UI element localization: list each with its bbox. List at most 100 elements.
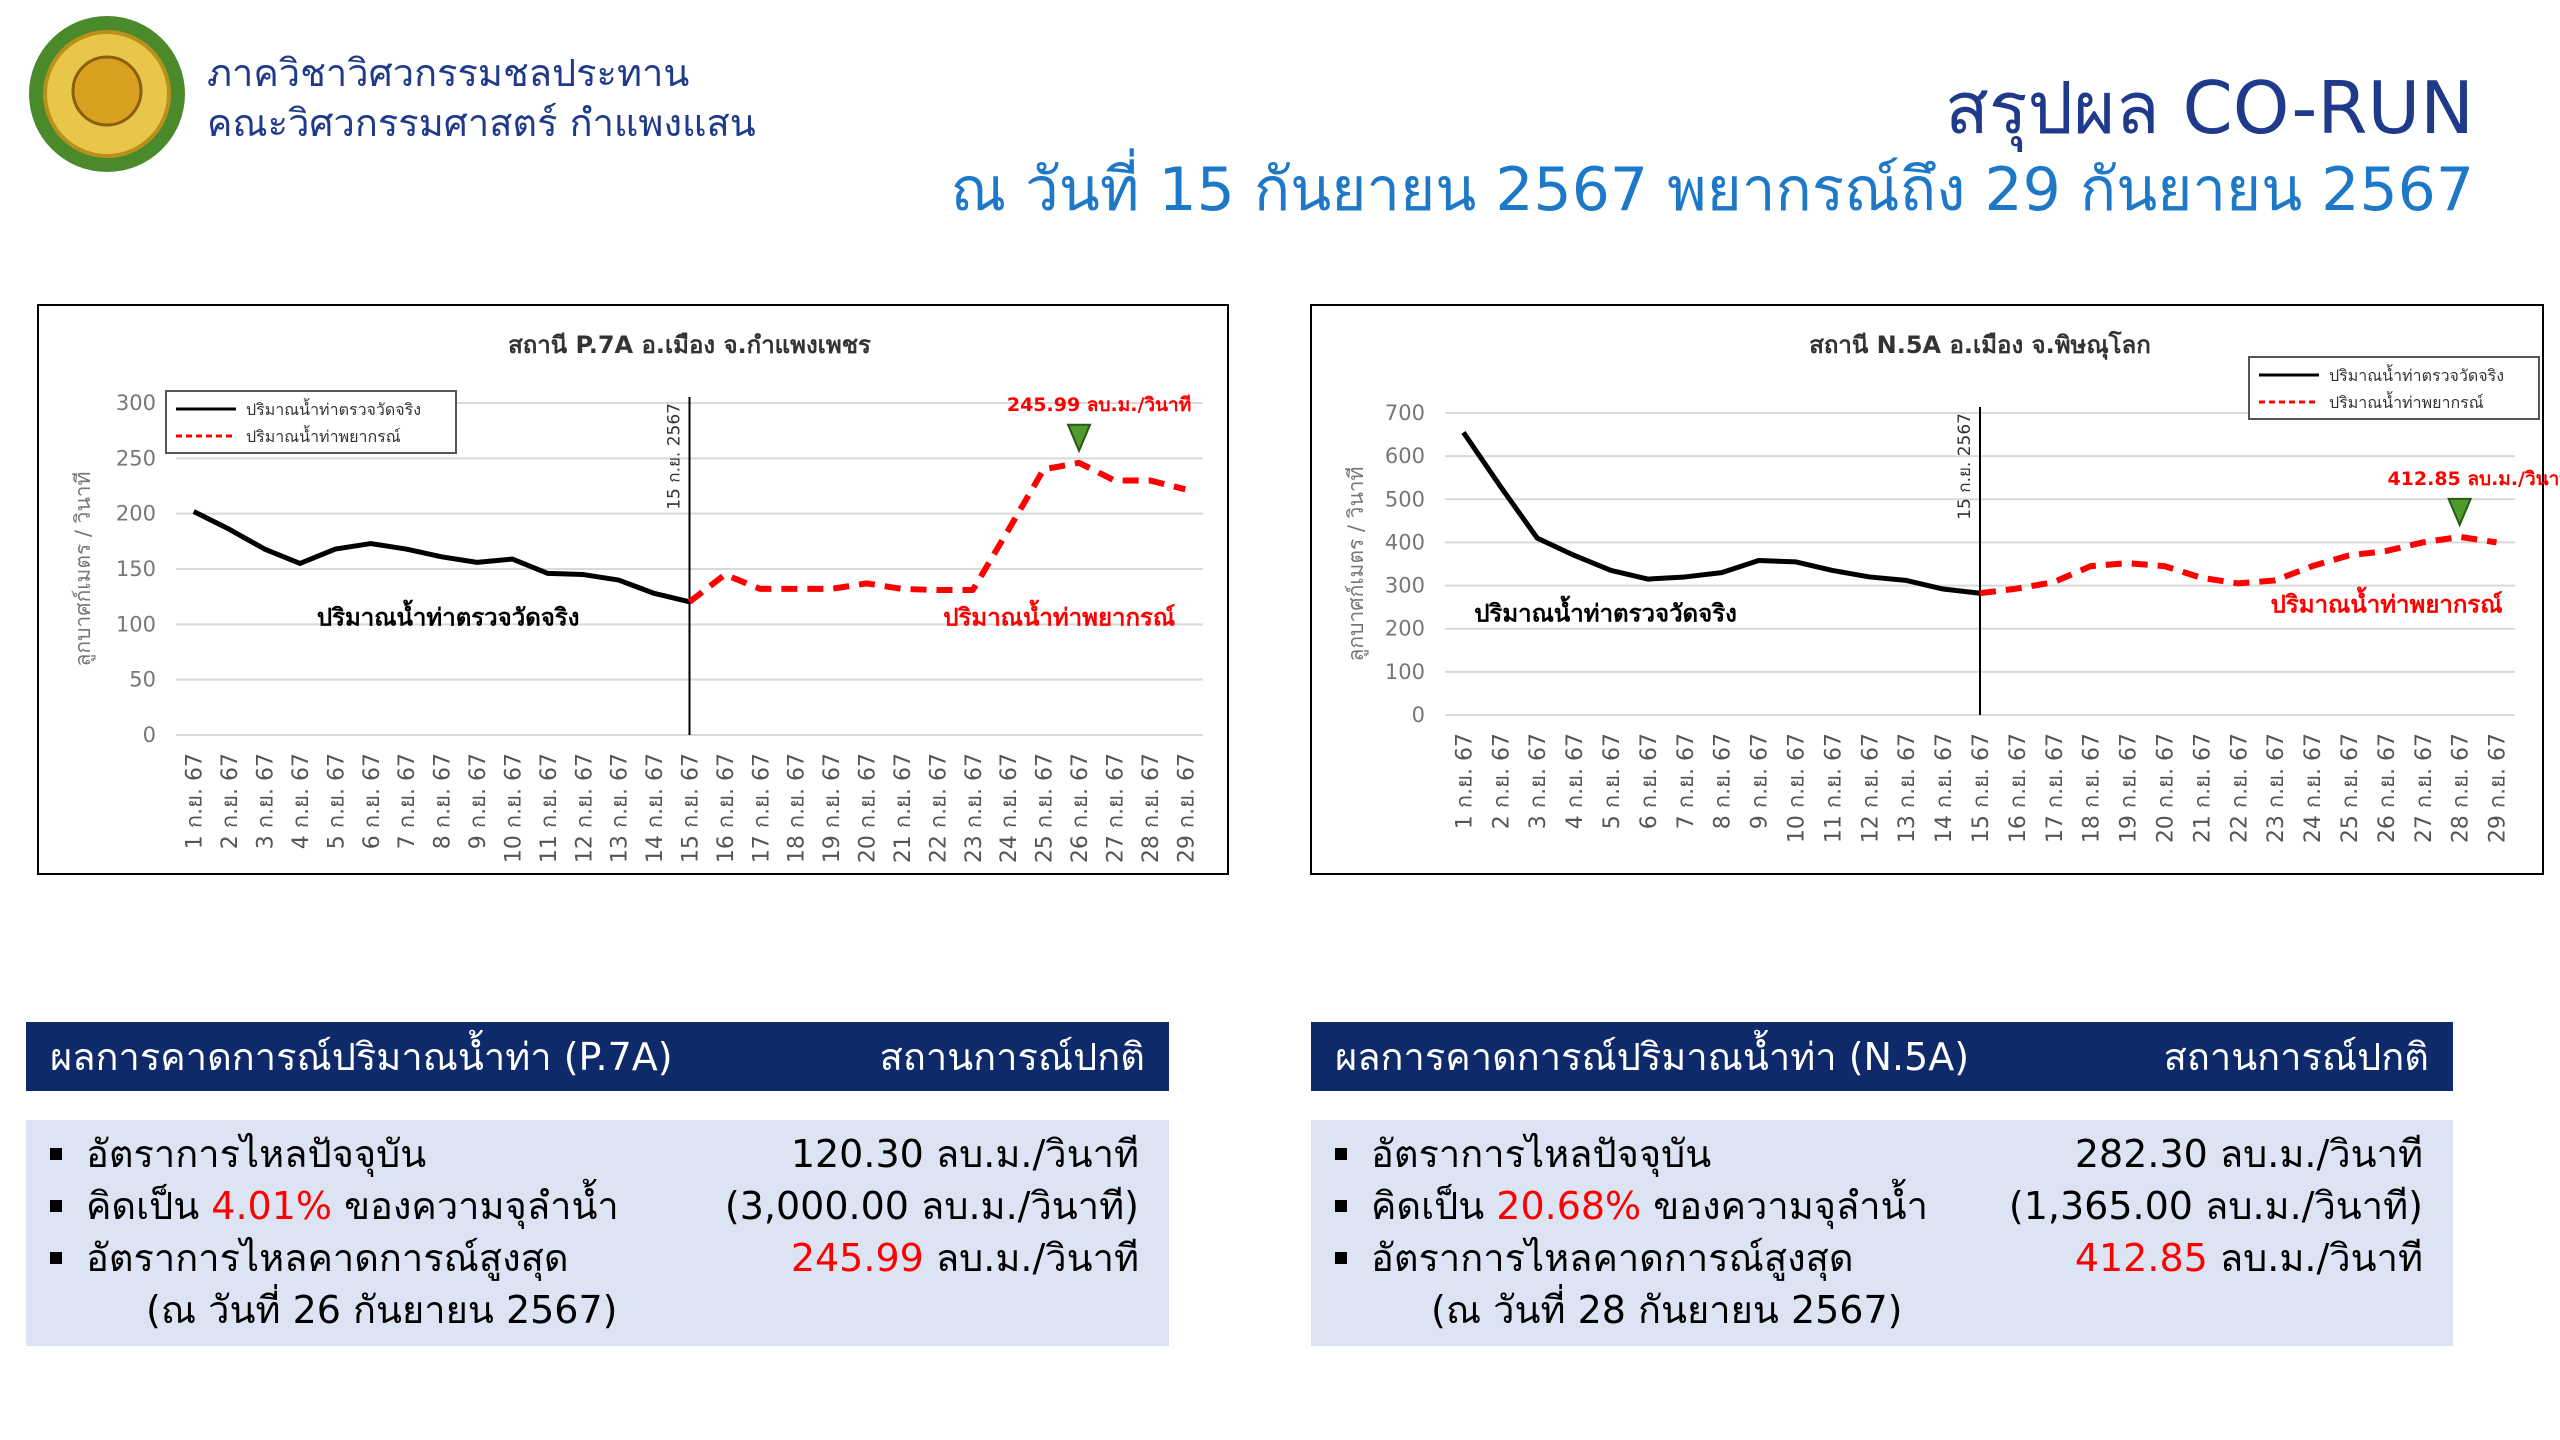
value: (3,000.00 ลบ.ม./วินาที): [724, 1184, 1139, 1228]
y-tick-label: 400: [1385, 530, 1425, 554]
x-tick-label: 13 ก.ย. 67: [1895, 733, 1920, 843]
x-tick-label: 5 ก.ย. 67: [324, 753, 349, 849]
x-tick-label: 24 ก.ย. 67: [997, 753, 1022, 863]
x-tick-label: 16 ก.ย. 67: [714, 753, 739, 863]
series-line: [687, 459, 1187, 605]
x-tick-label: 22 ก.ย. 67: [2227, 733, 2252, 843]
x-tick-label: 1 ก.ย. 67: [183, 753, 208, 849]
x-tick-label: 2 ก.ย. 67: [218, 753, 243, 849]
x-tick-label: 20 ก.ย. 67: [2153, 733, 2178, 843]
logo-emblem: [71, 55, 143, 127]
x-tick-label: 5 ก.ย. 67: [1600, 733, 1625, 829]
y-tick-label: 150: [116, 557, 156, 581]
peak-marker: [1066, 423, 1092, 454]
y-axis-label: ลูกบาศก์เมตร / วินาที: [71, 472, 96, 667]
x-tick-label: 23 ก.ย. 67: [962, 753, 987, 863]
row: คิดเป็น 4.01% ของความจุลำน้ำ (3,000.00 ลบ…: [50, 1180, 1139, 1232]
x-tick-label: 25 ก.ย. 67: [2338, 733, 2363, 843]
peak-label: 245.99 ลบ.ม./วินาที: [1007, 394, 1191, 416]
x-tick-label: 3 ก.ย. 67: [254, 753, 279, 849]
label: อัตราการไหลปัจจุบัน: [86, 1132, 427, 1176]
x-tick-label: 13 ก.ย. 67: [608, 753, 633, 863]
org-line1: ภาควิชาวิศวกรรมชลประทาน: [207, 51, 690, 95]
x-tick-label: 28 ก.ย. 67: [1139, 753, 1164, 863]
row: คิดเป็น 20.68% ของความจุลำน้ำ (1,365.00 ล…: [1335, 1180, 2423, 1232]
observed-label: ปริมาณน้ำท่าตรวจวัดจริง: [317, 598, 580, 631]
slide-title: สรุปผล CO-RUN: [1944, 66, 2474, 150]
y-tick-label: 50: [129, 668, 156, 692]
x-tick-label: 9 ก.ย. 67: [466, 753, 491, 849]
panel-title: ผลการคาดการณ์ปริมาณน้ำท่า (N.5A): [1335, 1035, 1970, 1079]
x-tick-label: 21 ก.ย. 67: [891, 753, 916, 863]
series-line: [1461, 431, 1981, 596]
label-part: ของความจุลำน้ำ: [331, 1184, 619, 1228]
legend-box: [165, 390, 457, 454]
label-part: คิดเป็น: [1371, 1184, 1497, 1228]
x-tick-label: 20 ก.ย. 67: [856, 753, 881, 863]
x-tick-label: 27 ก.ย. 67: [1103, 753, 1128, 863]
x-tick-label: 2 ก.ย. 67: [1489, 733, 1514, 829]
date-line-label: 15 ก.ย. 2567: [665, 403, 685, 510]
label: อัตราการไหลปัจจุบัน: [1371, 1132, 1712, 1176]
date-line-label: 15 ก.ย. 2567: [1955, 413, 1975, 520]
x-tick-label: 26 ก.ย. 67: [1068, 753, 1093, 863]
row: อัตราการไหลปัจจุบัน 120.30 ลบ.ม./วินาที: [50, 1128, 1139, 1180]
x-tick-label: 28 ก.ย. 67: [2449, 733, 2474, 843]
label: อัตราการไหลคาดการณ์สูงสุด: [1371, 1236, 1854, 1280]
percent: 20.68%: [1496, 1184, 1642, 1228]
x-tick-label: 19 ก.ย. 67: [820, 753, 845, 863]
unit: ลบ.ม./วินาที: [923, 1236, 1139, 1280]
x-tick-label: 25 ก.ย. 67: [1033, 753, 1058, 863]
x-tick-label: 12 ก.ย. 67: [572, 753, 597, 863]
x-tick-label: 21 ก.ย. 67: [2190, 733, 2215, 843]
forecast-label: ปริมาณน้ำท่าพยากรณ์: [943, 598, 1175, 631]
y-tick-label: 0: [143, 723, 156, 747]
forecast-label: ปริมาณน้ำท่าพยากรณ์: [2271, 585, 2503, 618]
legend-label: ปริมาณน้ำท่าพยากรณ์: [2329, 391, 2484, 412]
x-tick-label: 1 ก.ย. 67: [1452, 733, 1477, 829]
x-tick-label: 7 ก.ย. 67: [395, 753, 420, 849]
x-tick-label: 17 ก.ย. 67: [2043, 733, 2068, 843]
org-line2: คณะวิศวกรรมศาสตร์ กำแพงแสน: [207, 101, 756, 145]
row: อัตราการไหลคาดการณ์สูงสุด 412.85 ลบ.ม./วิ…: [1335, 1232, 2423, 1284]
value: 245.99 ลบ.ม./วินาที: [791, 1232, 1139, 1284]
x-tick-label: 16 ก.ย. 67: [2006, 733, 2031, 843]
chart-title: สถานี P.7A อ.เมือง จ.กำแพงเพชร: [508, 331, 871, 359]
y-tick-label: 500: [1385, 487, 1425, 511]
x-tick-label: 24 ก.ย. 67: [2301, 733, 2326, 843]
peak-label: 412.85 ลบ.ม./วินาที: [2387, 468, 2560, 490]
x-tick-label: 9 ก.ย. 67: [1748, 733, 1773, 829]
value: 282.30 ลบ.ม./วินาที: [2074, 1132, 2423, 1176]
legend-label: ปริมาณน้ำท่าพยากรณ์: [246, 425, 401, 446]
x-tick-label: 14 ก.ย. 67: [643, 753, 668, 863]
x-tick-label: 26 ก.ย. 67: [2375, 733, 2400, 843]
x-tick-label: 17 ก.ย. 67: [749, 753, 774, 863]
peak-value: 245.99: [790, 1236, 924, 1280]
x-tick-label: 18 ก.ย. 67: [785, 753, 810, 863]
x-tick-label: 19 ก.ย. 67: [2117, 733, 2142, 843]
x-tick-label: 11 ก.ย. 67: [1821, 733, 1846, 843]
row: อัตราการไหลคาดการณ์สูงสุด 245.99 ลบ.ม./วิ…: [50, 1232, 1139, 1284]
x-tick-label: 3 ก.ย. 67: [1526, 733, 1551, 829]
y-tick-label: 300: [1385, 574, 1425, 598]
panel-title: ผลการคาดการณ์ปริมาณน้ำท่า (P.7A): [50, 1035, 673, 1079]
slide-subtitle: ณ วันที่ 15 กันยายน 2567 พยากรณ์ถึง 29 ก…: [950, 155, 2474, 225]
x-tick-label: 14 ก.ย. 67: [1932, 733, 1957, 843]
x-tick-label: 4 ก.ย. 67: [289, 753, 314, 849]
x-tick-label: 10 ก.ย. 67: [1785, 733, 1810, 843]
value: 412.85 ลบ.ม./วินาที: [2075, 1232, 2423, 1284]
value: (1,365.00 ลบ.ม./วินาที): [2008, 1184, 2423, 1228]
x-tick-label: 11 ก.ย. 67: [537, 753, 562, 863]
x-tick-label: 27 ก.ย. 67: [2412, 733, 2437, 843]
y-tick-label: 100: [1385, 660, 1425, 684]
label: อัตราการไหลคาดการณ์สูงสุด: [86, 1236, 569, 1280]
x-tick-label: 29 ก.ย. 67: [1174, 753, 1199, 863]
logo: [29, 16, 185, 172]
y-tick-label: 250: [116, 446, 156, 470]
legend-label: ปริมาณน้ำท่าตรวจวัดจริง: [2329, 364, 2504, 385]
peak-value: 412.85: [2074, 1236, 2208, 1280]
x-tick-label: 23 ก.ย. 67: [2264, 733, 2289, 843]
x-tick-label: 15 ก.ย. 67: [679, 753, 704, 863]
